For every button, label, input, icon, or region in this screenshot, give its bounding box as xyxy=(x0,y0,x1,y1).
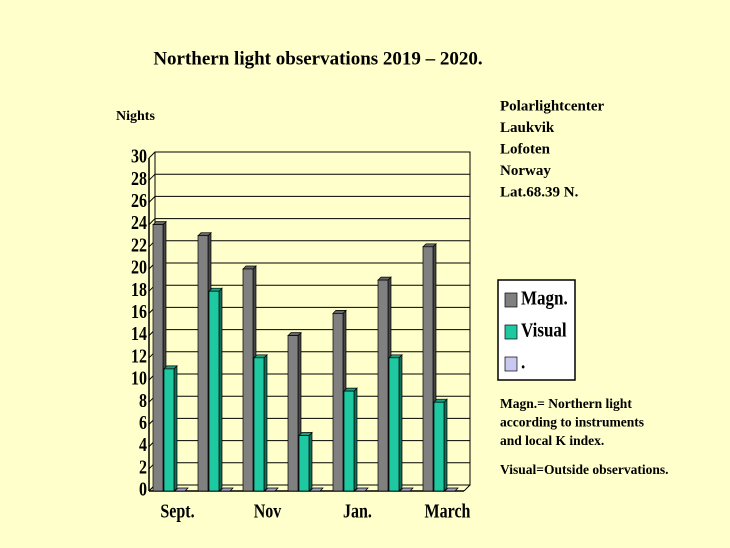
y-tick-label: 4 xyxy=(139,434,147,456)
bar xyxy=(242,268,254,492)
bar-top xyxy=(264,487,279,492)
legend-swatch xyxy=(504,356,518,372)
y-tick-label: 28 xyxy=(131,167,147,189)
legend-label: . xyxy=(521,351,525,374)
grid-line-side xyxy=(148,218,156,225)
y-tick-label: 12 xyxy=(131,345,147,367)
axis-edge xyxy=(463,484,471,492)
y-tick-label: 10 xyxy=(131,367,147,389)
bar xyxy=(208,290,220,492)
bar xyxy=(422,246,434,492)
bar xyxy=(343,390,355,492)
legend-label: Magn. xyxy=(521,287,568,310)
y-tick-label: 26 xyxy=(131,189,147,211)
note-line: and local K index. xyxy=(500,433,604,448)
bar xyxy=(253,357,265,492)
bar-top xyxy=(354,487,369,492)
bar-top xyxy=(399,487,414,492)
y-tick-label: 8 xyxy=(139,389,147,411)
location-line: Lat.68.39 N. xyxy=(500,184,579,200)
y-tick-label: 14 xyxy=(131,323,147,345)
chart-title: Northern light observations 2019 – 2020. xyxy=(153,48,482,69)
bar xyxy=(332,313,344,492)
bar-side xyxy=(308,431,313,492)
x-tick-label: March xyxy=(425,500,471,522)
bar-top xyxy=(174,487,189,492)
bar xyxy=(163,368,175,492)
legend-swatch xyxy=(504,324,518,340)
bar xyxy=(388,357,400,492)
x-tick-label: Nov xyxy=(254,500,282,522)
bar-side xyxy=(263,353,268,492)
bar-side xyxy=(443,398,448,492)
bar xyxy=(298,435,310,492)
grid-line-side xyxy=(148,151,156,159)
note-line: according to instruments xyxy=(500,415,644,430)
x-tick-label: Jan. xyxy=(343,500,372,522)
bar-top xyxy=(309,487,324,492)
legend-label: Visual xyxy=(521,319,567,342)
note-line: Magn.= Northern light xyxy=(500,396,632,411)
y-tick-label: 6 xyxy=(139,411,147,433)
bar-side xyxy=(173,365,178,492)
bar xyxy=(152,224,164,492)
location-line: Lofoten xyxy=(500,141,551,157)
y-tick-label: 18 xyxy=(131,278,147,300)
y-tick-label: 0 xyxy=(139,478,147,500)
bar-top xyxy=(219,487,234,492)
grid-line-side xyxy=(148,196,156,203)
bar-top xyxy=(444,487,459,492)
bar xyxy=(197,235,209,492)
bar-side xyxy=(353,387,358,492)
location-line: Laukvik xyxy=(500,120,555,136)
grid-line-side xyxy=(148,173,156,181)
y-tick-label: 20 xyxy=(131,256,147,278)
y-tick-label: 30 xyxy=(131,145,147,167)
y-tick-label: 2 xyxy=(139,456,147,478)
legend-swatch xyxy=(504,292,518,308)
x-tick-label: Sept. xyxy=(160,500,194,522)
visual-note: Visual=Outside observations. xyxy=(500,462,668,477)
bar-side xyxy=(398,353,403,492)
y-tick-label: 22 xyxy=(131,234,147,256)
bar xyxy=(377,279,389,492)
y-tick-label: 16 xyxy=(131,300,147,322)
location-line: Polarlightcenter xyxy=(500,98,604,114)
bar xyxy=(433,401,445,492)
y-tick-label: 24 xyxy=(131,212,147,234)
bar-side xyxy=(218,287,223,492)
y-axis-label: Nights xyxy=(116,109,155,124)
location-line: Norway xyxy=(500,163,551,179)
bar xyxy=(287,335,299,492)
